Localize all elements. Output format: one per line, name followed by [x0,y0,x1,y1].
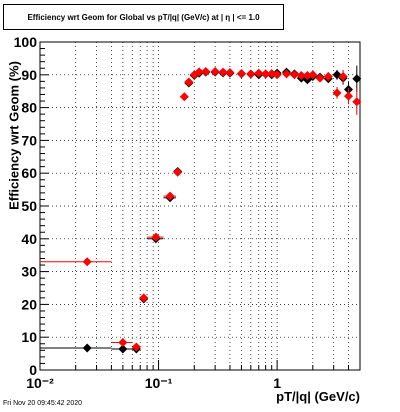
data-point [302,70,312,80]
y-tick-label: 60 [21,165,37,181]
x-axis-label: pT/|q| (GeV/c) [276,389,360,404]
y-tick-label: 40 [21,231,37,247]
y-tick-label: 90 [21,67,37,83]
data-point [118,337,128,347]
data-point [184,77,194,87]
y-tick-label: 0 [29,362,37,378]
axis-ticks [39,41,361,371]
y-tick-label: 70 [21,132,37,148]
data-point [344,91,354,101]
data-point [352,97,362,107]
grid-lines [40,42,361,370]
data-point [82,257,92,267]
data-point [179,92,189,102]
data-point [201,67,211,77]
y-tick-label: 80 [21,100,37,116]
data-point [173,167,183,177]
x-tick-label: 10⁻¹ [145,375,173,391]
plot-title-box: Efficiency wrt Geom for Global vs pT/|q|… [3,4,284,30]
x-tick-label: 10⁻² [26,375,54,391]
data-point [296,70,306,80]
y-tick-label: 100 [14,34,38,50]
data-point [82,343,92,353]
data-point [308,70,318,80]
data-series [40,65,362,354]
y-tick-label: 10 [21,329,37,345]
data-point [254,68,264,78]
axis-tick-labels: 0 10 20 30 40 50 60 70 80 90 100 10⁻² 10⁻¹ 1 [14,34,282,391]
plot-title: Efficiency wrt Geom for Global vs pT/|q|… [27,13,260,22]
data-point [246,69,256,79]
data-point [352,74,362,84]
timestamp: Fri Nov 20 09:45:42 2020 [3,400,82,407]
data-point [165,191,175,201]
data-point [282,69,292,79]
data-point [338,71,348,81]
data-point [218,67,228,77]
data-point [272,70,282,80]
data-point [261,69,271,79]
data-point [289,70,299,80]
data-point [210,67,220,77]
data-point [131,342,141,352]
data-point [332,88,342,98]
data-point [139,293,149,303]
data-point [194,67,204,77]
y-tick-label: 50 [21,198,37,214]
data-point [151,232,161,242]
y-axis-label: Efficiency wrt Geom (%) [6,61,22,210]
data-point [236,68,246,78]
data-point [315,73,325,83]
x-tick-label: 1 [273,375,281,391]
data-point [225,68,235,78]
y-tick-label: 30 [21,264,37,280]
y-tick-label: 20 [21,296,37,312]
data-point [118,344,128,354]
series-red [40,67,362,352]
data-point [323,71,333,81]
